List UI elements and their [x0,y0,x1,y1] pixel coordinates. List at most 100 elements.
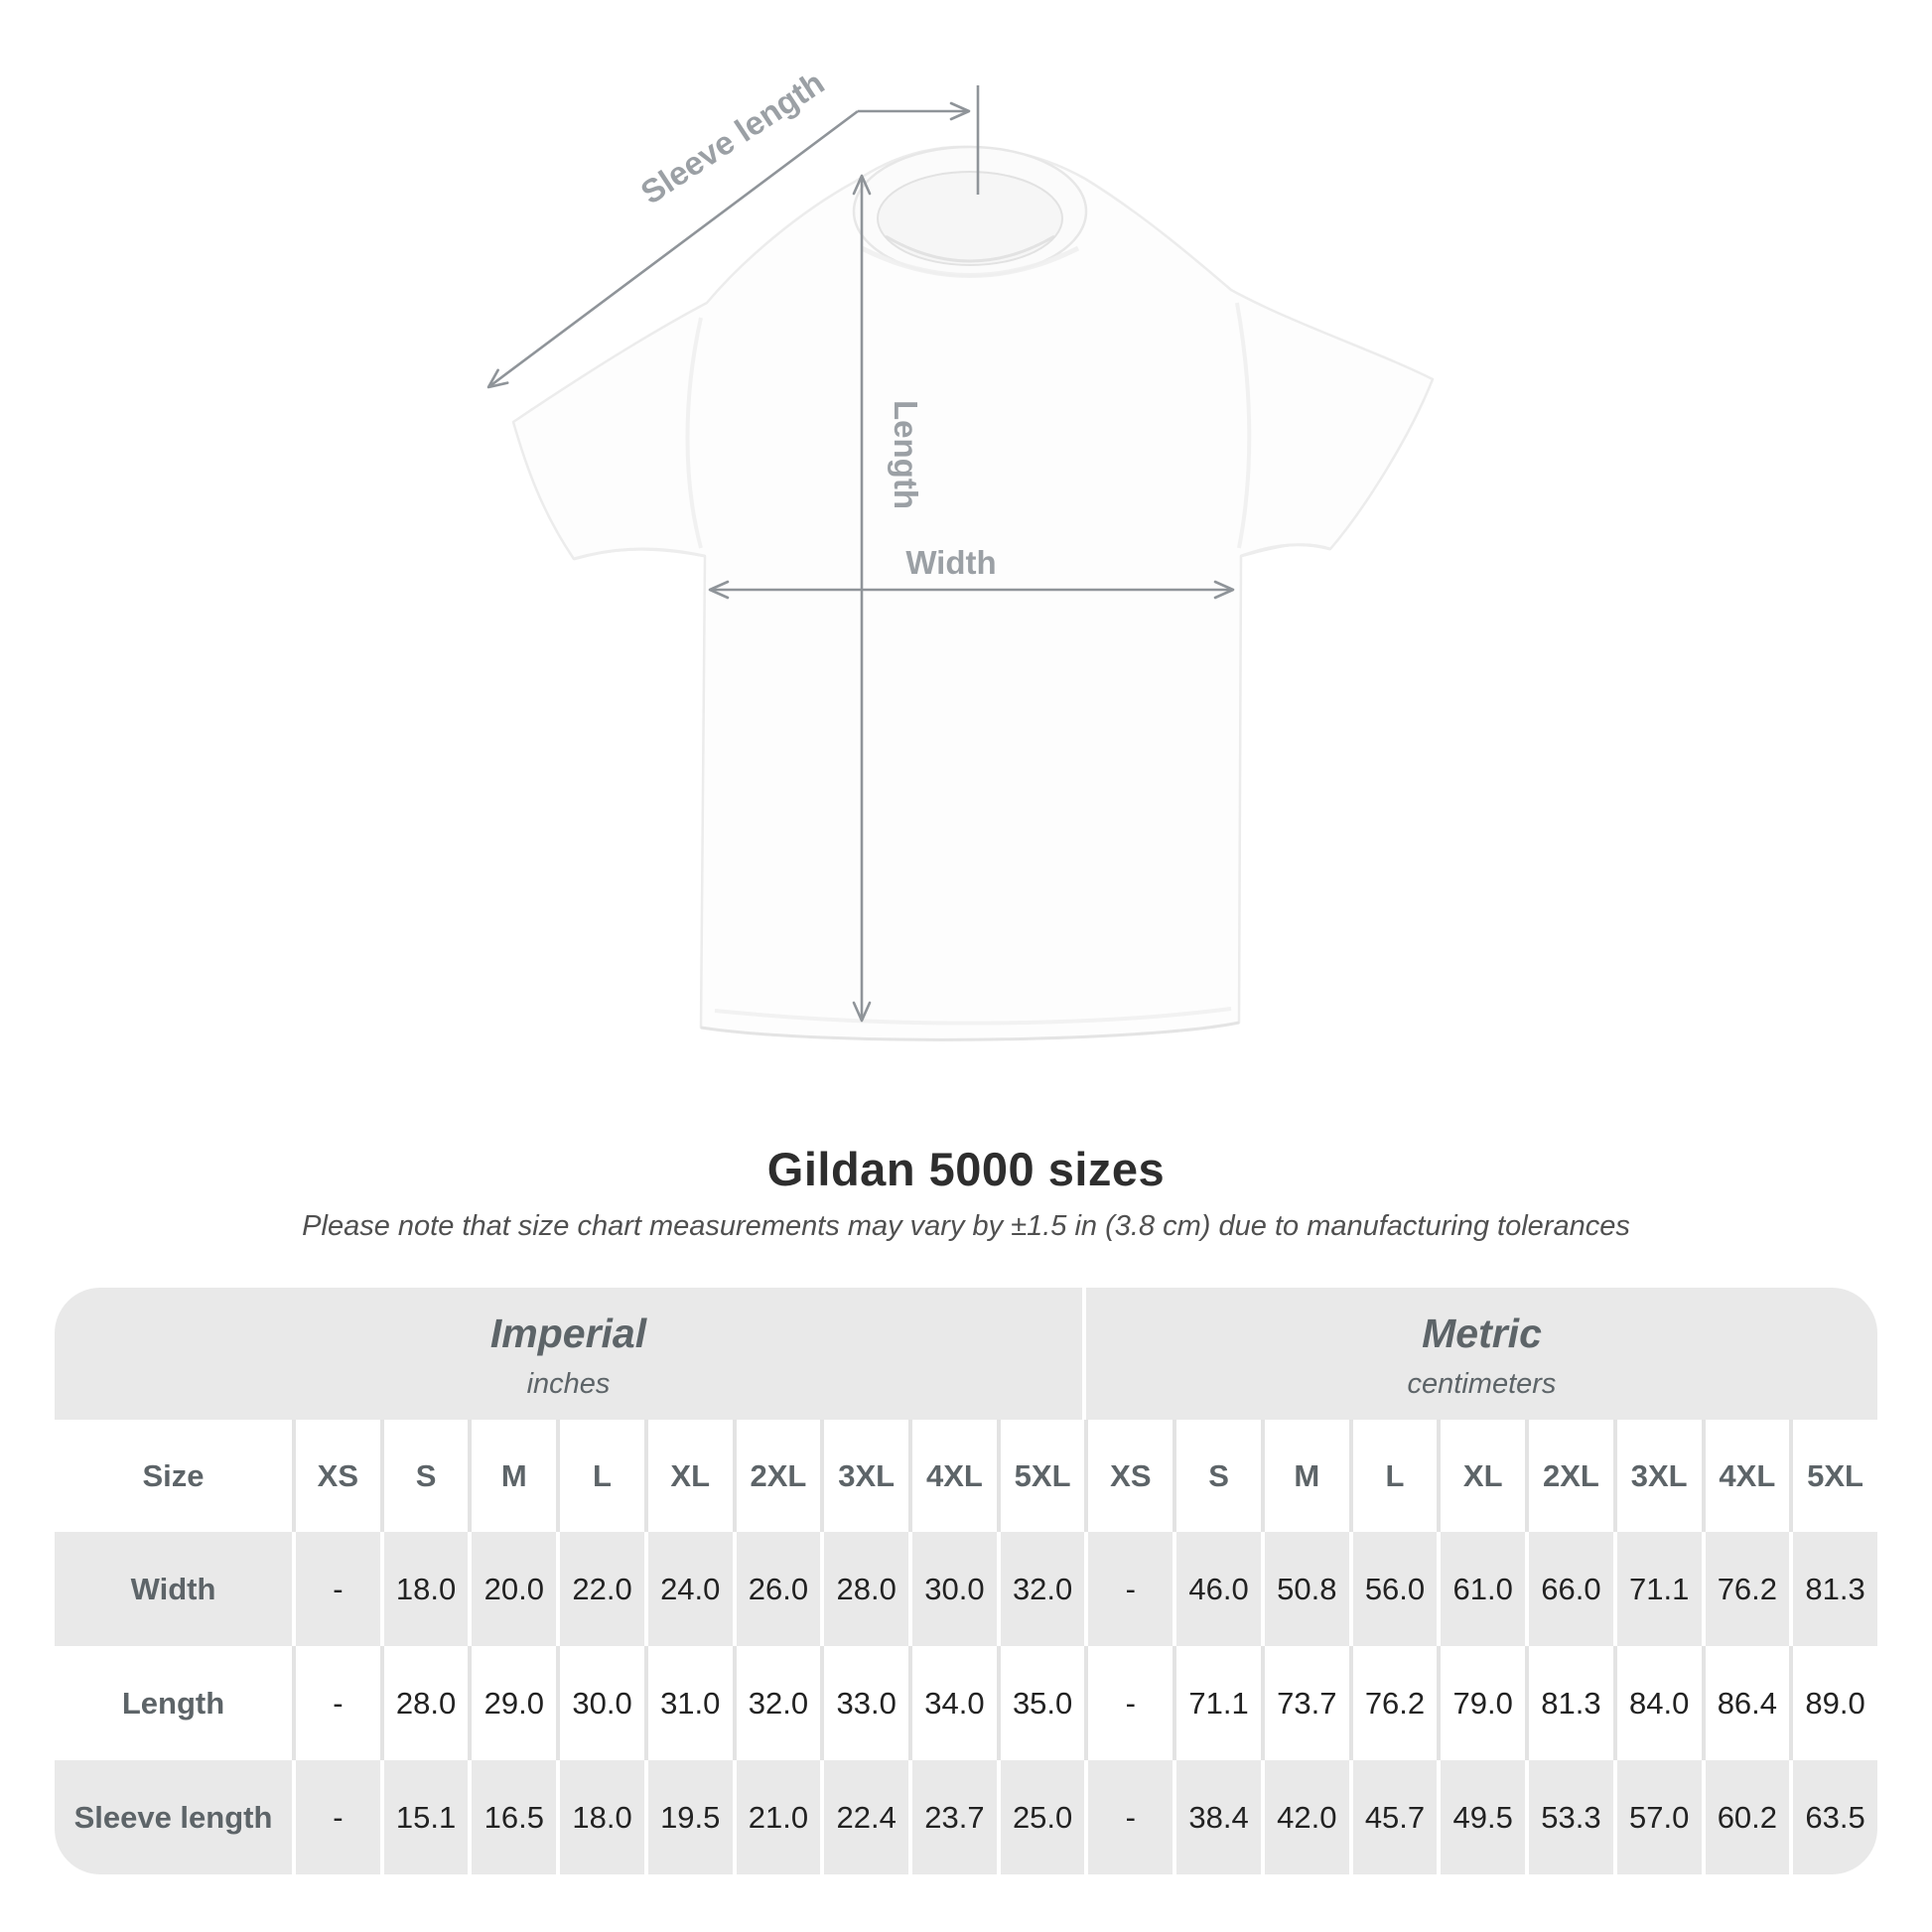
imperial-label: Imperial [489,1311,647,1356]
size-column-header: 5XL [996,1420,1085,1532]
measurement-value-cell: - [1084,1646,1173,1760]
measurement-value-cell: 21.0 [732,1760,821,1874]
measurement-value-cell: 33.0 [820,1646,908,1760]
measurement-value-cell: 71.1 [1173,1646,1261,1760]
metric-label: Metric [1422,1311,1542,1356]
measurement-value-cell: 60.2 [1701,1760,1790,1874]
measurement-value-cell: 18.0 [379,1532,469,1646]
measurement-value-cell: 22.4 [820,1760,908,1874]
measurement-value-cell: 66.0 [1525,1532,1613,1646]
metric-section-header: Metric centimeters [1082,1288,1877,1420]
size-column-header: S [1173,1420,1261,1532]
measurement-value-cell: - [292,1760,380,1874]
measurement-value-cell: 84.0 [1612,1646,1702,1760]
sleeve-length-row-label: Sleeve length [73,1799,273,1835]
tshirt-silhouette [511,145,1435,1041]
size-column-header: 4XL [908,1420,997,1532]
sleeve-length-row-cells: -15.1 16.5 18.0 19.5 21.0 22.4 23.7 25.0-38.4 42… [292,1760,1877,1874]
measurement-value-cell: 28.0 [379,1646,469,1760]
tshirt-diagram: Sleeve length Length Width [486,64,1435,1041]
measurement-value-cell: 81.3 [1525,1646,1613,1760]
measurement-value-cell: 61.0 [1437,1532,1525,1646]
measurement-value-cell: 15.1 [379,1760,469,1874]
size-header-cells: XS S M L XL 2XL 3XL 4XL 5XL XS S M L XL 2XL 3XL 4XL 5XL [292,1420,1877,1532]
measurement-value-cell: 28.0 [820,1532,908,1646]
size-column-header: 2XL [1525,1420,1613,1532]
measurement-value-cell: 86.4 [1701,1646,1790,1760]
measurement-value-cell: 26.0 [732,1532,821,1646]
size-column-header: 3XL [820,1420,908,1532]
page-subtitle: Please note that size chart measurements… [302,1210,1630,1242]
measurement-value-cell: 24.0 [643,1532,733,1646]
measurement-value-cell: 63.5 [1789,1760,1877,1874]
measurement-value-cell: 56.0 [1348,1532,1438,1646]
size-header-row: Size XS S M L XL 2XL 3XL 4XL 5XL XS S M L XL 2XL 3XL 4XL… [55,1420,1877,1532]
size-column-header: M [468,1420,556,1532]
length-row-label: Length [121,1685,225,1721]
size-column-header: S [379,1420,469,1532]
dimension-lines [486,85,1235,1023]
measurement-value-cell: 46.0 [1173,1532,1261,1646]
size-column-header: 3XL [1612,1420,1702,1532]
measurement-value-cell: 76.2 [1701,1532,1790,1646]
imperial-unit-label: inches [526,1368,611,1400]
measurement-value-cell: 71.1 [1612,1532,1702,1646]
size-column-header: XS [292,1420,380,1532]
measurement-value-cell: 20.0 [468,1532,556,1646]
size-column-header: 2XL [732,1420,821,1532]
measurement-value-cell: 29.0 [468,1646,556,1760]
measurement-value-cell: 42.0 [1260,1760,1349,1874]
measurement-value-cell: 22.0 [556,1532,644,1646]
size-column-header: L [1348,1420,1438,1532]
imperial-section-header: Imperial inches [55,1288,1082,1420]
measurement-value-cell: 30.0 [556,1646,644,1760]
measurement-value-cell: - [292,1532,380,1646]
measurement-value-cell: 18.0 [556,1760,644,1874]
length-label: Length [888,400,924,509]
measurement-value-cell: 32.0 [996,1532,1085,1646]
width-row-cells: -18.0 20.0 22.0 24.0 26.0 28.0 30.0 32.0-46.0 50… [292,1532,1877,1646]
measurement-value-cell: 38.4 [1173,1760,1261,1874]
metric-unit-label: centimeters [1407,1368,1557,1400]
measurement-value-cell: 31.0 [643,1646,733,1760]
sleeve-length-label: Sleeve length [634,64,831,210]
measurement-value-cell: - [292,1646,380,1760]
measurement-value-cell: 16.5 [468,1760,556,1874]
measurement-value-cell: 76.2 [1348,1646,1438,1760]
size-column-header: M [1260,1420,1349,1532]
size-header-cell: Size [142,1457,205,1493]
length-row-cells: -28.0 29.0 30.0 31.0 32.0 33.0 34.0 35.0-71.1 73… [292,1646,1877,1760]
size-column-header: XL [1437,1420,1525,1532]
measurement-value-cell: 45.7 [1348,1760,1438,1874]
measurement-value-cell: 49.5 [1437,1760,1525,1874]
size-table: Imperial inches Metric centimeters Size … [55,1288,1877,1874]
width-label: Width [905,544,996,581]
tshirt-collar [852,145,1088,278]
sleeve-length-row: Sleeve length -15.1 16.5 18.0 19.5 21.0 22.4 2… [55,1760,1877,1874]
sleeve-length-arrow [486,109,859,389]
width-row-label: Width [130,1571,216,1606]
size-column-header: 4XL [1701,1420,1790,1532]
measurement-value-cell: 23.7 [908,1760,997,1874]
measurement-value-cell: 19.5 [643,1760,733,1874]
measurement-value-cell: 79.0 [1437,1646,1525,1760]
width-row: Width -18.0 20.0 22.0 24.0 26.0 28.0 30.0 32.0-… [55,1532,1877,1646]
units-header-row: Imperial inches Metric centimeters [55,1288,1877,1420]
measurement-value-cell: 32.0 [732,1646,821,1760]
measurement-value-cell: 25.0 [996,1760,1085,1874]
measurement-value-cell: - [1084,1532,1173,1646]
size-column-header: XS [1084,1420,1173,1532]
measurement-value-cell: 35.0 [996,1646,1085,1760]
measurement-value-cell: 81.3 [1789,1532,1877,1646]
measurement-value-cell: 89.0 [1789,1646,1877,1760]
size-column-header: 5XL [1789,1420,1877,1532]
measurement-value-cell: 34.0 [908,1646,997,1760]
measurement-value-cell: 57.0 [1612,1760,1702,1874]
measurement-value-cell: 53.3 [1525,1760,1613,1874]
page-title: Gildan 5000 sizes [766,1143,1166,1195]
measurement-value-cell: 73.7 [1260,1646,1349,1760]
measurement-value-cell: 50.8 [1260,1532,1349,1646]
measurement-value-cell: - [1084,1760,1173,1874]
length-row: Length -28.0 29.0 30.0 31.0 32.0 33.0 34.0 35.0… [55,1646,1877,1760]
